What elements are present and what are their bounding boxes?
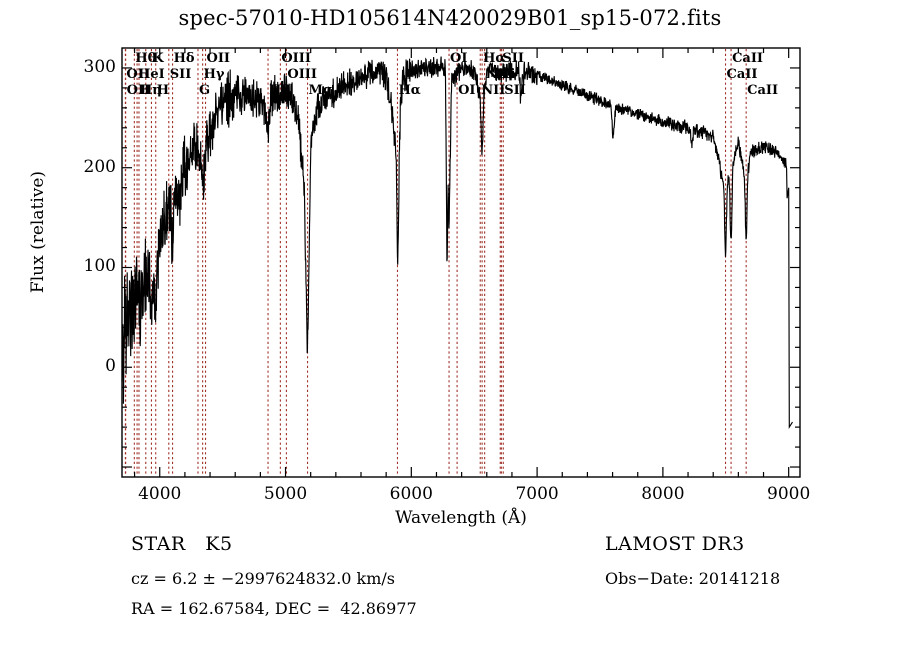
line-label-G-4304: G xyxy=(198,83,211,98)
line-label-H-6563: Hα xyxy=(483,51,506,66)
line-label-HeI-3820: HeI xyxy=(138,67,165,82)
line-label-CaII-8662: CaII xyxy=(747,83,779,98)
line-label-NII-6548: NII xyxy=(481,83,506,98)
line-label-SII-6716: SII xyxy=(502,51,524,66)
line-label-H-3835: Hη xyxy=(139,83,162,98)
x-tick-9000: 9000 xyxy=(767,484,811,504)
line-markers xyxy=(124,49,747,476)
line-label-K-3934: K xyxy=(152,51,164,66)
line-label-H-4102: Hδ xyxy=(173,51,195,66)
y-tick-300: 300 xyxy=(83,56,116,77)
y-tick-100: 100 xyxy=(83,256,116,277)
line-label-OIII-5007: OIII xyxy=(287,67,317,82)
x-tick-6000: 6000 xyxy=(389,484,433,504)
x-tick-8000: 8000 xyxy=(641,484,685,504)
flux-trace xyxy=(121,56,793,430)
line-label-H-5890: Hα xyxy=(398,83,421,98)
line-label-H-3798: Hθ xyxy=(135,51,157,66)
x-axis-label: Wavelength (Å) xyxy=(395,508,527,528)
axis-frame xyxy=(121,47,801,478)
line-label-OI-6364: OI xyxy=(458,83,476,98)
line-label-OI-6300: OI xyxy=(450,51,468,66)
line-label-SII-6731: SII xyxy=(504,83,526,98)
x-tick-7000: 7000 xyxy=(515,484,559,504)
obs-date-label: Obs−Date: 20141218 xyxy=(605,569,781,588)
y-axis-tick-labels: 0 100 200 300 xyxy=(42,0,116,649)
x-tick-5000: 5000 xyxy=(263,484,308,504)
line-label-OII-4364: OII xyxy=(206,51,231,66)
line-label-OII-3727: OII xyxy=(126,67,150,82)
survey-label: LAMOST DR3 xyxy=(605,533,745,555)
line-label-SII-4072: SII xyxy=(169,67,192,82)
line-label-H-3968: H xyxy=(156,83,169,98)
line-label-CaII-8542: CaII xyxy=(732,51,763,66)
line-label-Li-6707: Li xyxy=(501,67,516,82)
y-tick-0: 0 xyxy=(105,356,116,377)
line-label-OII-3729: OII xyxy=(126,83,151,98)
line-label-NII-6583: NII xyxy=(485,67,510,82)
line-label-H-4861: Hβ xyxy=(269,83,290,98)
axis-ticks xyxy=(122,48,800,477)
x-tick-4000: 4000 xyxy=(138,484,182,504)
redshift-label: cz = 6.2 ± −2997624832.0 km/s xyxy=(131,569,396,588)
line-label-H-4341: Hγ xyxy=(203,67,225,82)
y-tick-200: 200 xyxy=(83,156,116,177)
page-title: spec-57010-HD105614N420029B01_sp15-072.f… xyxy=(178,6,722,30)
coordinates-label: RA = 162.67584, DEC = 42.86977 xyxy=(131,599,417,618)
object-type-label: STAR K5 xyxy=(131,533,233,555)
line-label-Mg-5175: Mg xyxy=(308,83,333,98)
line-label-CaII-8498: CaII xyxy=(726,67,758,82)
line-label-OIII-4959: OIII xyxy=(281,51,311,66)
